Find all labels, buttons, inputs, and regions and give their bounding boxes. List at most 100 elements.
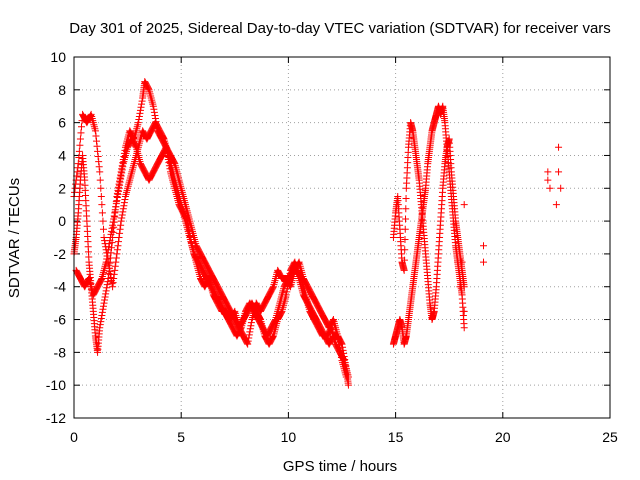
data-point-marker [100, 234, 108, 241]
data-point-marker [118, 214, 126, 222]
data-point-marker [71, 188, 79, 196]
y-tick-label: 4 [58, 147, 66, 163]
data-point-marker [334, 332, 342, 340]
data-point-marker [136, 106, 144, 114]
data-point-marker [283, 288, 291, 296]
data-point-marker [75, 147, 83, 155]
data-point-marker [115, 234, 123, 241]
data-point-marker [119, 205, 127, 213]
data-point-marker [460, 307, 468, 315]
data-point-marker [95, 158, 103, 166]
data-point-marker [342, 373, 350, 381]
data-point-marker [337, 350, 345, 358]
data-point-marker [99, 302, 107, 310]
x-tick-label: 25 [602, 429, 618, 445]
data-point-marker [134, 119, 142, 127]
data-point-marker [110, 215, 118, 223]
data-point-marker [480, 242, 488, 250]
data-point-marker [108, 224, 116, 232]
data-point-marker [109, 221, 117, 229]
data-point-marker [99, 305, 107, 313]
data-point-marker [113, 194, 121, 202]
data-point-marker [102, 290, 110, 298]
data-point-marker [94, 152, 102, 160]
data-point-marker [96, 321, 104, 329]
data-point-marker [119, 163, 127, 171]
data-point-marker [118, 169, 126, 177]
data-point-marker [460, 324, 468, 332]
data-point-marker [73, 168, 81, 176]
data-point-marker [145, 85, 153, 93]
x-axis-label: GPS time / hours [283, 458, 397, 475]
data-point-marker [285, 272, 293, 280]
data-point-marker [247, 322, 255, 330]
data-point-marker [244, 337, 252, 345]
data-point-marker [98, 209, 106, 217]
data-point-marker [557, 184, 565, 192]
data-point-marker [401, 225, 409, 233]
plot-frame [73, 56, 611, 419]
data-point-marker [544, 176, 552, 184]
data-point-marker [555, 168, 563, 176]
data-point-marker [136, 109, 144, 117]
data-point-marker [101, 296, 109, 304]
data-point-marker [335, 338, 343, 346]
y-tick-label: 6 [58, 115, 66, 131]
data-point-marker [112, 203, 120, 211]
data-point-marker [460, 201, 468, 209]
data-points [70, 78, 565, 389]
data-point-marker [87, 111, 95, 119]
data-point-marker [120, 199, 128, 207]
y-tick-label: 10 [50, 49, 66, 65]
data-point-marker [402, 215, 410, 223]
data-point-marker [76, 135, 84, 143]
y-tick-label: -10 [46, 377, 66, 393]
data-point-marker [98, 201, 106, 209]
data-point-marker [109, 218, 117, 226]
data-point-marker [111, 266, 119, 274]
data-point-marker [401, 236, 409, 244]
data-point-marker [286, 269, 294, 277]
data-point-marker [113, 250, 121, 258]
data-point-marker [71, 184, 79, 192]
data-point-marker [93, 142, 101, 150]
data-point-marker [269, 333, 277, 341]
chart-title: Day 301 of 2025, Sidereal Day-to-day VTE… [69, 20, 611, 37]
y-axis-label: SDTVAR / TECUs [6, 178, 23, 298]
data-point-marker [94, 147, 102, 155]
data-point-marker [150, 105, 158, 113]
data-point-marker [282, 291, 290, 299]
data-point-marker [78, 123, 86, 131]
data-point-marker [97, 276, 105, 284]
data-point-marker [112, 254, 120, 262]
data-point-marker [111, 262, 119, 270]
data-point-marker [151, 111, 159, 119]
data-point-marker [245, 331, 253, 339]
data-point-marker [118, 211, 126, 219]
data-point-marker [114, 190, 122, 198]
data-point-marker [401, 246, 409, 254]
data-point-marker [170, 159, 178, 167]
data-point-marker [334, 335, 342, 343]
x-tick-label: 10 [281, 429, 297, 445]
y-tick-label: 0 [58, 213, 66, 229]
data-point-marker [96, 324, 104, 332]
data-point-marker [400, 266, 408, 274]
data-point-marker [105, 243, 113, 251]
data-point-marker [93, 137, 101, 145]
y-tick-label: -4 [54, 279, 67, 295]
data-point-marker [108, 227, 116, 235]
data-point-marker [75, 154, 83, 162]
data-point-marker [160, 134, 168, 142]
data-series [70, 78, 352, 389]
data-point-marker [277, 308, 285, 316]
x-tick-label: 15 [388, 429, 404, 445]
data-point-marker [336, 347, 344, 355]
data-point-marker [132, 142, 140, 150]
data-point-marker [106, 237, 114, 245]
data-point-marker [138, 97, 146, 105]
x-tick-label: 20 [495, 429, 511, 445]
data-point-marker [77, 129, 85, 137]
data-point-marker [99, 217, 107, 225]
